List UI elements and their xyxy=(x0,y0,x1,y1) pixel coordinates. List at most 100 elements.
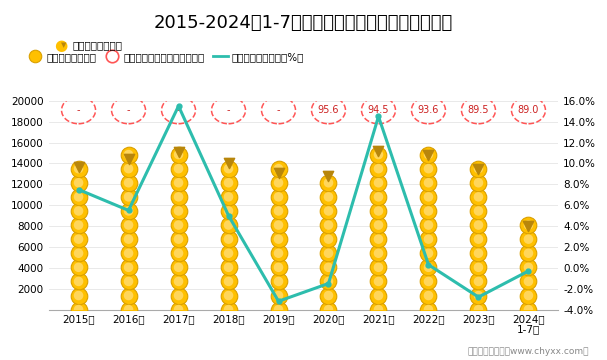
Point xyxy=(374,307,384,312)
Point xyxy=(73,279,83,284)
Point xyxy=(73,250,83,256)
Point xyxy=(174,222,183,228)
Point xyxy=(174,180,183,186)
Point xyxy=(524,307,534,312)
Point xyxy=(424,152,433,157)
Point xyxy=(124,194,134,200)
Point xyxy=(274,166,283,171)
Text: -: - xyxy=(227,105,230,115)
Point xyxy=(223,265,233,270)
Point xyxy=(473,265,483,270)
Text: 93.6: 93.6 xyxy=(418,105,439,115)
Point xyxy=(223,293,233,298)
Point xyxy=(223,293,233,298)
Point xyxy=(274,265,283,270)
Point xyxy=(274,279,283,284)
Point xyxy=(524,250,534,256)
Point xyxy=(274,194,283,200)
Point xyxy=(374,293,384,298)
Point xyxy=(473,222,483,228)
Point xyxy=(124,222,134,228)
Point xyxy=(324,279,333,284)
Text: 95.6: 95.6 xyxy=(317,105,339,115)
Point xyxy=(73,307,83,312)
Point xyxy=(174,307,183,312)
Point xyxy=(324,265,333,270)
Point xyxy=(174,222,183,228)
Point xyxy=(473,208,483,214)
Point xyxy=(374,222,384,228)
Point xyxy=(374,293,384,298)
Point xyxy=(223,194,233,200)
Point xyxy=(473,194,483,200)
Point xyxy=(374,152,384,157)
Point xyxy=(223,236,233,242)
Point xyxy=(424,166,433,171)
Point xyxy=(73,194,83,200)
Point xyxy=(424,194,433,200)
Text: 94.5: 94.5 xyxy=(368,105,389,115)
Point xyxy=(324,194,333,200)
Point xyxy=(274,236,283,242)
Point xyxy=(124,279,134,284)
Point xyxy=(424,236,433,242)
Point xyxy=(174,279,183,284)
Point xyxy=(524,265,534,270)
Text: -: - xyxy=(77,105,80,115)
Point xyxy=(374,279,384,284)
Point xyxy=(524,236,534,242)
Point xyxy=(324,293,333,298)
Point xyxy=(124,152,134,157)
Point xyxy=(223,180,233,186)
Point xyxy=(424,265,433,270)
Point xyxy=(324,222,333,228)
Point xyxy=(124,293,134,298)
Point xyxy=(473,166,483,171)
Point xyxy=(524,236,534,242)
Point xyxy=(223,208,233,214)
Point xyxy=(473,180,483,186)
Point xyxy=(73,208,83,214)
Point xyxy=(374,208,384,214)
Point xyxy=(174,152,183,157)
Point xyxy=(223,265,233,270)
Text: 89.0: 89.0 xyxy=(518,105,539,115)
Point xyxy=(424,222,433,228)
Point xyxy=(73,208,83,214)
Point xyxy=(374,236,384,242)
Text: 制图：智研咨询（www.chyxx.com）: 制图：智研咨询（www.chyxx.com） xyxy=(467,347,589,356)
Point xyxy=(524,293,534,298)
Point xyxy=(73,265,83,270)
Point xyxy=(374,307,384,312)
Point xyxy=(223,180,233,186)
Point xyxy=(324,208,333,214)
Point xyxy=(524,307,534,312)
Point xyxy=(174,307,183,312)
Point xyxy=(274,265,283,270)
Point xyxy=(223,166,233,171)
Point xyxy=(124,236,134,242)
Point xyxy=(524,279,534,284)
Point xyxy=(374,148,384,154)
Point xyxy=(124,236,134,242)
Text: ▼: ▼ xyxy=(61,42,66,48)
Point xyxy=(124,250,134,256)
Point xyxy=(473,265,483,270)
Point xyxy=(73,250,83,256)
Point xyxy=(424,236,433,242)
Point xyxy=(424,307,433,312)
Point xyxy=(324,250,333,256)
Point xyxy=(223,279,233,284)
Point xyxy=(124,152,134,157)
Point xyxy=(324,180,333,186)
Text: 营业收入（亿元）: 营业收入（亿元） xyxy=(73,40,123,50)
Point xyxy=(424,166,433,171)
Point xyxy=(174,250,183,256)
Point xyxy=(124,180,134,186)
Point xyxy=(374,166,384,171)
Point xyxy=(324,236,333,242)
Point xyxy=(174,152,183,157)
Point xyxy=(374,166,384,171)
Point xyxy=(223,236,233,242)
Point xyxy=(223,222,233,228)
